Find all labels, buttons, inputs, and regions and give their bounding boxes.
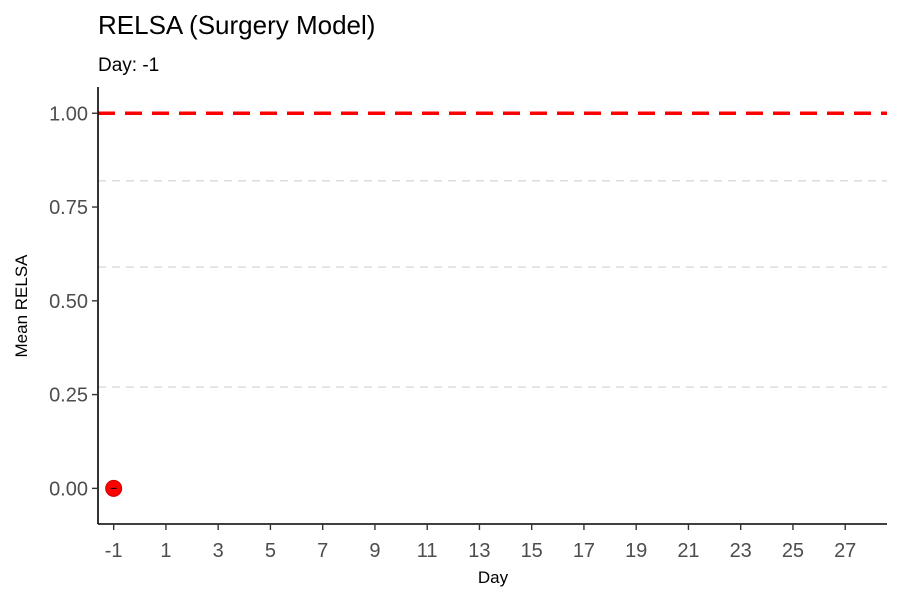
y-axis-title: Mean RELSA (12, 254, 31, 358)
x-tick-label: 15 (521, 540, 543, 562)
y-axis-ticks: 0.00 0.25 0.50 0.75 1.00 (49, 103, 98, 500)
x-tick-label: 21 (677, 540, 699, 562)
x-tick-label: 9 (369, 540, 380, 562)
x-tick-label: 1 (160, 540, 171, 562)
y-tick-label: 0.75 (49, 197, 88, 219)
data-points (105, 479, 123, 497)
reference-lines (98, 111, 887, 388)
x-tick-label: 7 (317, 540, 328, 562)
x-tick-label: 11 (417, 540, 438, 562)
x-tick-label: 19 (625, 540, 647, 562)
x-tick-label: 25 (782, 540, 804, 562)
y-tick-label: 1.00 (49, 103, 88, 125)
x-tick-label: 17 (573, 540, 595, 562)
x-axis-title: Day (478, 568, 509, 587)
y-tick-label: 0.50 (49, 291, 88, 313)
x-tick-label: 13 (468, 540, 490, 562)
y-tick-label: 0.00 (49, 478, 88, 500)
x-axis-ticks: -1 1 3 5 7 9 11 13 15 17 19 21 23 25 27 (105, 524, 856, 562)
x-tick-label: 3 (213, 540, 224, 562)
y-tick-label: 0.25 (49, 385, 88, 407)
x-tick-label: 5 (265, 540, 276, 562)
x-tick-label: 23 (730, 540, 752, 562)
x-tick-label: -1 (105, 540, 123, 562)
x-tick-label: 27 (834, 540, 856, 562)
chart-title: RELSA (Surgery Model) (98, 10, 375, 40)
chart-subtitle: Day: -1 (98, 55, 159, 76)
